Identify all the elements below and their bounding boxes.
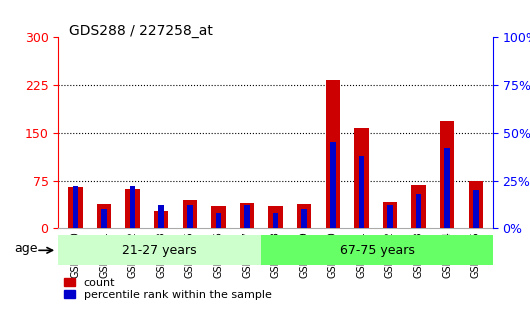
Bar — [244, 206, 250, 228]
Bar — [469, 181, 483, 228]
Bar — [302, 209, 307, 228]
Bar — [440, 121, 454, 228]
Bar — [411, 185, 426, 228]
Bar — [130, 186, 136, 228]
Bar — [444, 148, 450, 228]
Bar — [58, 235, 261, 265]
Bar — [273, 213, 278, 228]
Text: 67-75 years: 67-75 years — [340, 244, 414, 257]
Bar — [211, 206, 226, 228]
Bar — [97, 204, 111, 228]
Bar — [101, 209, 107, 228]
Bar — [216, 213, 222, 228]
Bar — [126, 189, 140, 228]
Bar — [325, 80, 340, 228]
Bar — [330, 142, 335, 228]
Bar — [187, 206, 193, 228]
Bar — [354, 128, 368, 228]
Bar — [387, 206, 393, 228]
Bar — [261, 235, 493, 265]
Bar — [240, 203, 254, 228]
Bar — [73, 186, 78, 228]
Text: 21-27 years: 21-27 years — [122, 244, 197, 257]
Bar — [416, 194, 421, 228]
Bar — [383, 202, 397, 228]
Text: GDS288 / 227258_at: GDS288 / 227258_at — [69, 24, 213, 38]
Legend: count, percentile rank within the sample: count, percentile rank within the sample — [64, 278, 272, 300]
Text: age: age — [15, 242, 38, 255]
Bar — [473, 190, 479, 228]
Bar — [158, 206, 164, 228]
Bar — [68, 187, 83, 228]
Bar — [269, 206, 282, 228]
Bar — [297, 204, 311, 228]
Bar — [154, 211, 169, 228]
Bar — [183, 200, 197, 228]
Bar — [358, 156, 364, 228]
